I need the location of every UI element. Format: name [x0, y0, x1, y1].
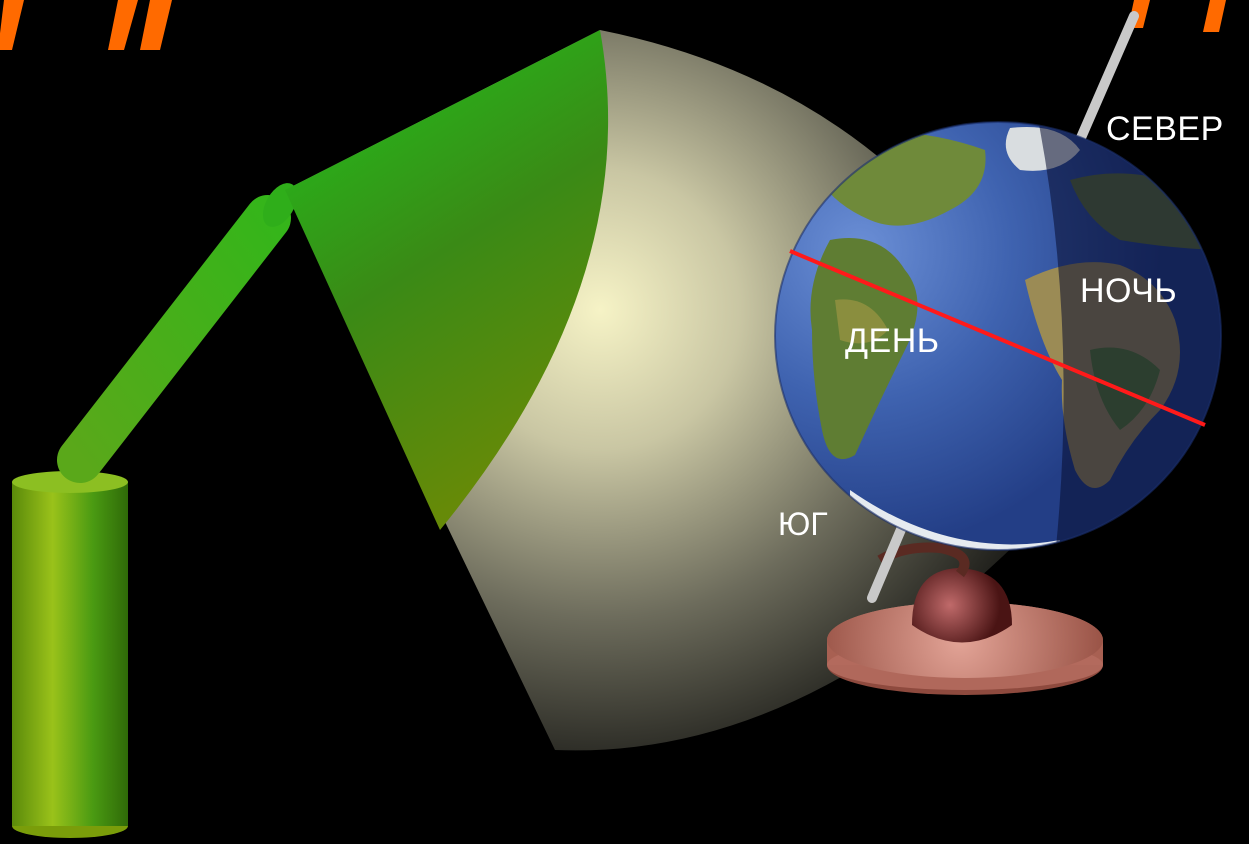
lamp-shade — [285, 30, 609, 530]
day-label: ДЕНЬ — [845, 322, 940, 360]
south-label: ЮГ — [778, 506, 828, 542]
night-label: НОЧЬ — [1080, 272, 1177, 310]
north-label: СЕВЕР — [1106, 110, 1224, 148]
equator-line — [789, 249, 1206, 427]
desk-lamp-icon — [12, 30, 609, 838]
